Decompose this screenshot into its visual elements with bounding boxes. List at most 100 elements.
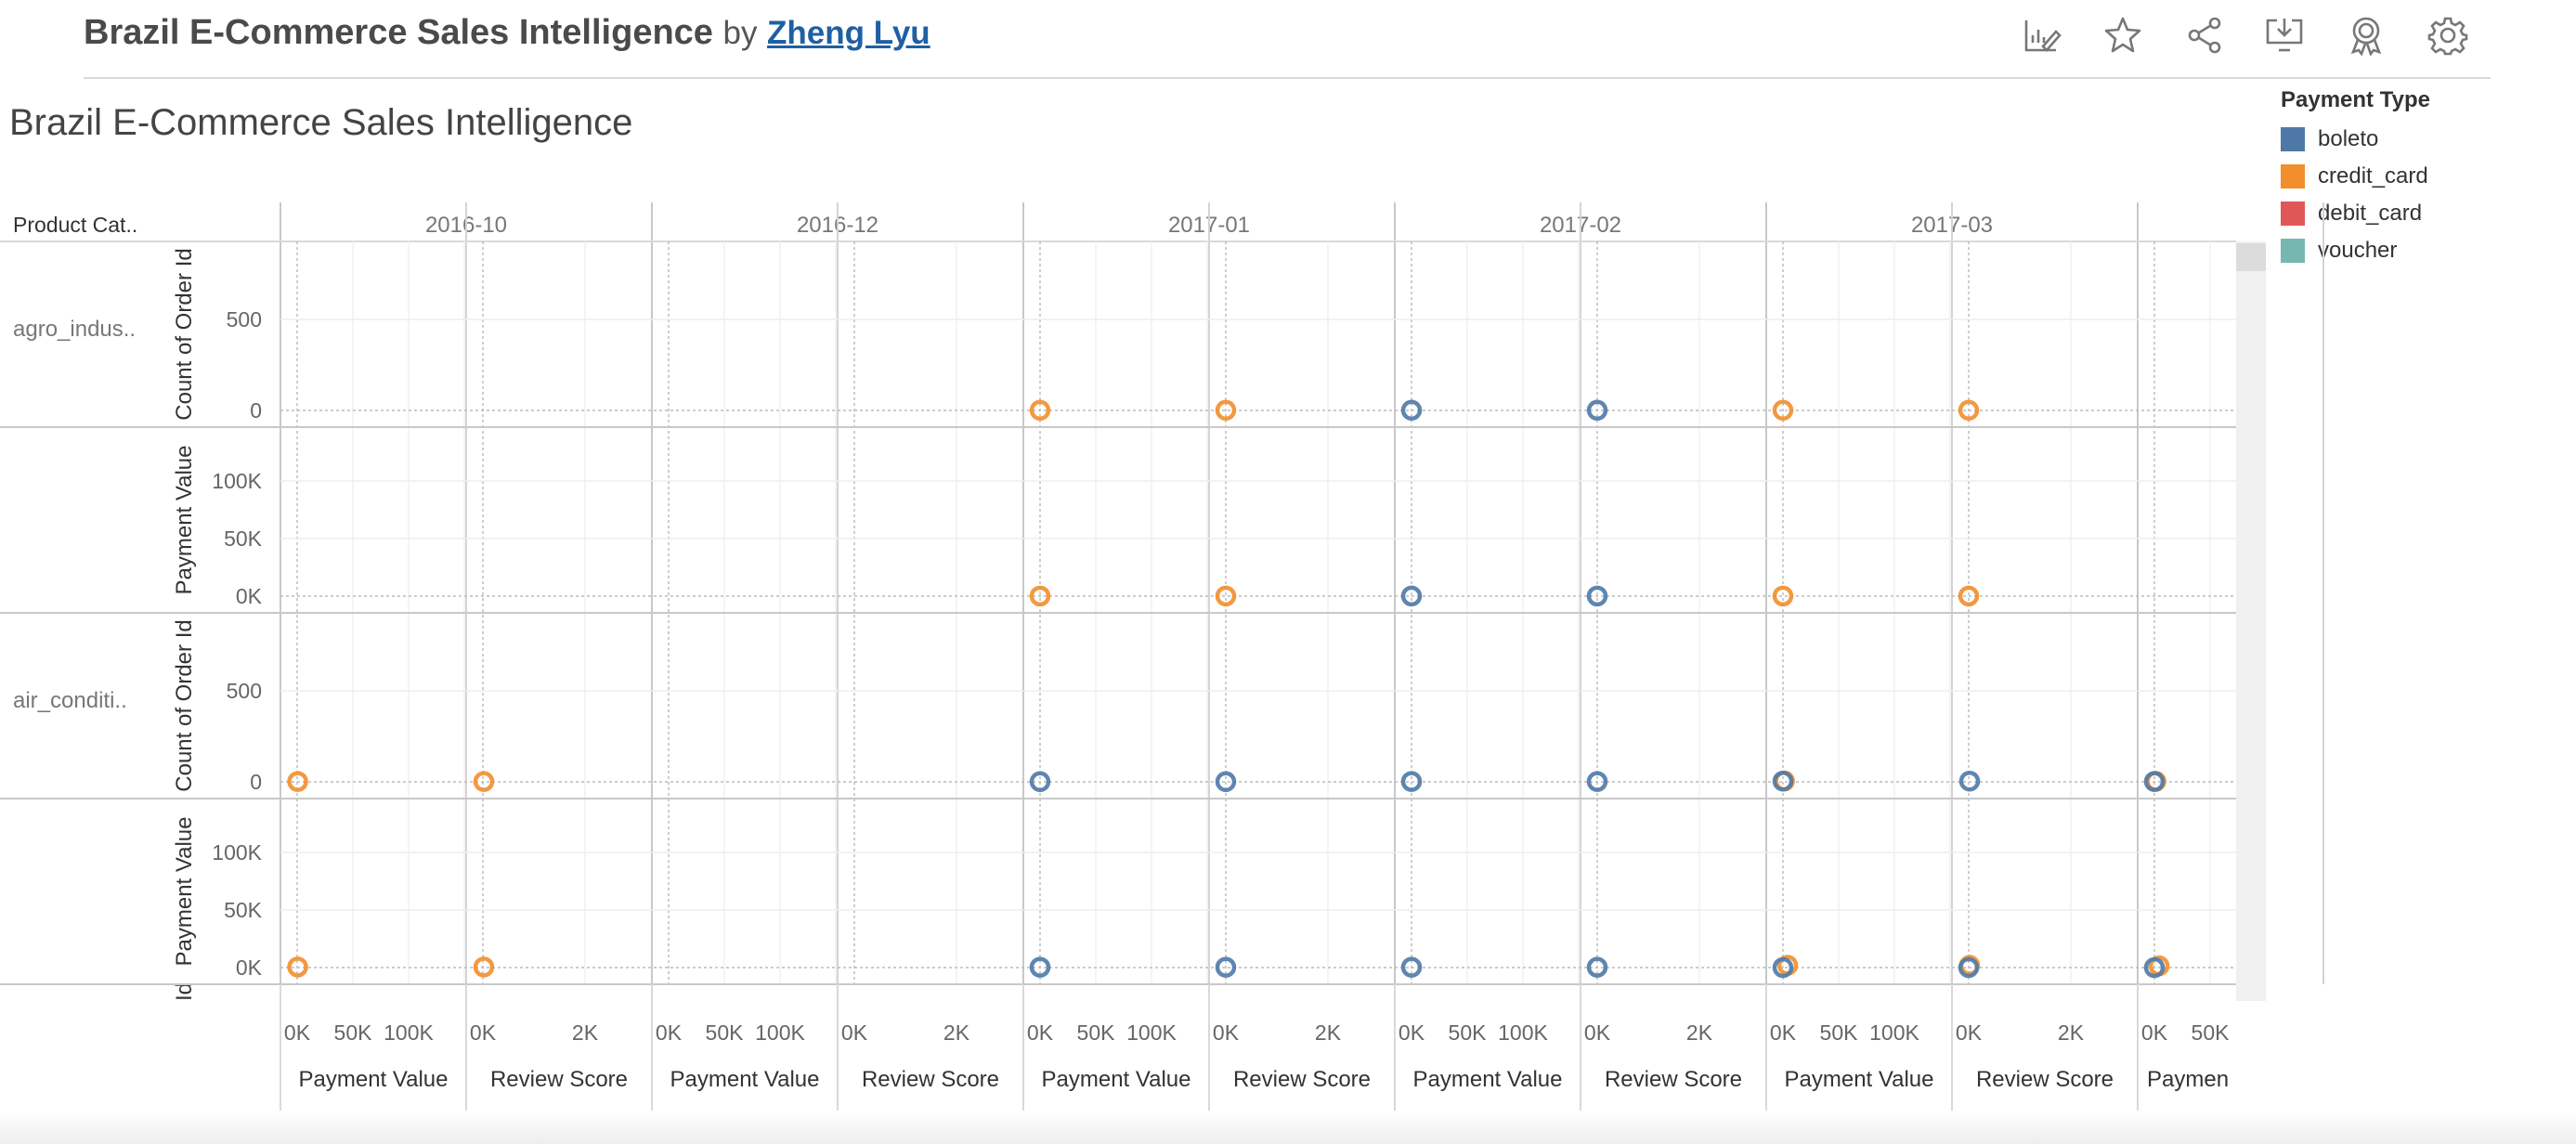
y-tick-label: 500 (227, 679, 262, 703)
data-point-credit-card (287, 771, 308, 792)
y-tick-label: 50K (224, 526, 263, 551)
y-axis-title-count-of-order-id: Count of Order Id (172, 619, 197, 791)
y-tick-label: 50K (224, 898, 263, 922)
y-axis-title-partial: Id (172, 982, 197, 1001)
x-tick-label: 2K (1315, 1020, 1342, 1045)
header-divider (84, 77, 2491, 79)
data-point-credit-card (1772, 399, 1794, 422)
by-label: by (722, 15, 758, 51)
legend-item-voucher[interactable]: voucher (2281, 232, 2559, 269)
data-point-credit-card (1029, 585, 1051, 607)
edit-chart-icon[interactable] (2021, 15, 2062, 56)
workbook-title-text: Brazil E-Commerce Sales Intelligence (84, 13, 713, 52)
download-icon[interactable] (2264, 15, 2305, 56)
x-tick-label: 100K (1126, 1020, 1177, 1045)
x-tick-label: 50K (1449, 1020, 1488, 1045)
x-axis-measure-label: Review Score (1233, 1067, 1371, 1092)
x-tick-label: 100K (1869, 1020, 1919, 1045)
x-tick-label: 100K (1498, 1020, 1548, 1045)
y-tick-label: 100K (212, 469, 262, 493)
row-header-label: Product Cat.. (13, 213, 137, 237)
y-tick-label: 0K (236, 956, 263, 980)
x-axis-measure-label: Review Score (1976, 1067, 2114, 1092)
metrics-badge-icon[interactable] (2346, 15, 2387, 57)
favorite-star-icon[interactable] (2102, 15, 2143, 56)
x-tick-label: 0K (2141, 1020, 2168, 1045)
data-point-boleto (1215, 956, 1237, 978)
x-tick-label: 2K (572, 1020, 599, 1045)
legend-label: debit_card (2318, 201, 2423, 226)
data-point-credit-card (287, 956, 308, 978)
legend-payment-type: Payment Type boleto credit_card debit_ca… (2281, 87, 2559, 269)
vertical-scrollbar-track (2236, 241, 2266, 1001)
legend-item-boleto[interactable]: boleto (2281, 121, 2559, 158)
x-tick-label: 100K (384, 1020, 434, 1045)
workbook-title: Brazil E-Commerce Sales Intelligence by … (84, 13, 930, 53)
data-point-credit-card (1029, 399, 1051, 422)
data-point-boleto (1215, 771, 1237, 793)
legend-item-credit-card[interactable]: credit_card (2281, 158, 2559, 195)
x-tick-label: 0K (1584, 1020, 1611, 1045)
share-icon[interactable] (2184, 15, 2225, 56)
data-point-boleto (1958, 956, 1980, 979)
data-point-credit-card (473, 956, 495, 978)
x-axis-measure-label: Payment Value (670, 1067, 820, 1092)
x-tick-label: 0K (1956, 1020, 1983, 1045)
data-point-credit-card (1958, 399, 1980, 422)
data-point-boleto (1772, 956, 1794, 979)
data-point-credit-card (473, 771, 495, 792)
y-axis-title-count-of-order-id: Count of Order Id (172, 248, 197, 420)
legend-title: Payment Type (2281, 87, 2430, 112)
y-axis-title-payment-value: Payment Value (172, 446, 197, 595)
x-tick-label: 0K (1213, 1020, 1240, 1045)
y-tick-label: 500 (227, 307, 262, 332)
y-tick-label: 100K (212, 840, 262, 864)
x-tick-label: 100K (755, 1020, 805, 1045)
x-tick-label: 0K (1399, 1020, 1425, 1045)
data-point-boleto (1400, 585, 1423, 607)
y-tick-label: 0 (250, 398, 262, 422)
x-axis-measure-label: Payment Value (1785, 1067, 1934, 1092)
author-link[interactable]: Zheng Lyu (767, 15, 930, 51)
data-point-boleto (1029, 956, 1051, 978)
data-point-boleto (1400, 399, 1423, 422)
data-point-boleto (1586, 771, 1608, 792)
x-axis-measure-label: Review Score (490, 1067, 628, 1092)
x-tick-label: 0K (470, 1020, 497, 1045)
legend-item-debit-card[interactable]: debit_card (2281, 195, 2559, 232)
data-point-boleto (2143, 956, 2166, 979)
data-point-boleto (1772, 770, 1794, 792)
x-axis-measure-label: Payment Value (299, 1067, 449, 1092)
x-tick-label: 0K (1770, 1020, 1797, 1045)
legend-label: voucher (2318, 238, 2398, 263)
x-tick-label: 0K (1027, 1020, 1054, 1045)
data-point-credit-card (1772, 585, 1794, 607)
settings-gear-icon[interactable] (2427, 15, 2468, 56)
legend-swatch-boleto (2281, 127, 2305, 151)
x-tick-label: 50K (1077, 1020, 1116, 1045)
legend-swatch-voucher (2281, 239, 2305, 263)
x-axis-measure-label: Review Score (862, 1067, 999, 1092)
x-tick-label: 50K (2192, 1020, 2231, 1045)
data-point-boleto (1400, 771, 1423, 792)
y-tick-label: 0K (236, 584, 263, 608)
x-tick-label: 2K (943, 1020, 970, 1045)
data-point-boleto (1958, 770, 1981, 792)
data-point-credit-card (1215, 399, 1237, 422)
top-bar: Brazil E-Commerce Sales Intelligence by … (0, 0, 2576, 79)
x-tick-label: 0K (656, 1020, 683, 1045)
x-tick-label: 50K (706, 1020, 745, 1045)
data-point-boleto (1586, 399, 1608, 422)
x-tick-label: 50K (334, 1020, 373, 1045)
x-axis-measure-label: Payment Value (1042, 1067, 1191, 1092)
row-category-label: agro_indus.. (13, 317, 136, 342)
data-point-boleto (1400, 956, 1423, 978)
x-tick-label: 2K (2058, 1020, 2085, 1045)
x-axis-measure-label: Review Score (1605, 1067, 1742, 1092)
legend-label: credit_card (2318, 163, 2428, 188)
dashboard-title: Brazil E-Commerce Sales Intelligence (9, 102, 633, 143)
x-tick-label: 50K (1820, 1020, 1859, 1045)
x-tick-label: 0K (284, 1020, 311, 1045)
bottom-edge (0, 1111, 2576, 1144)
